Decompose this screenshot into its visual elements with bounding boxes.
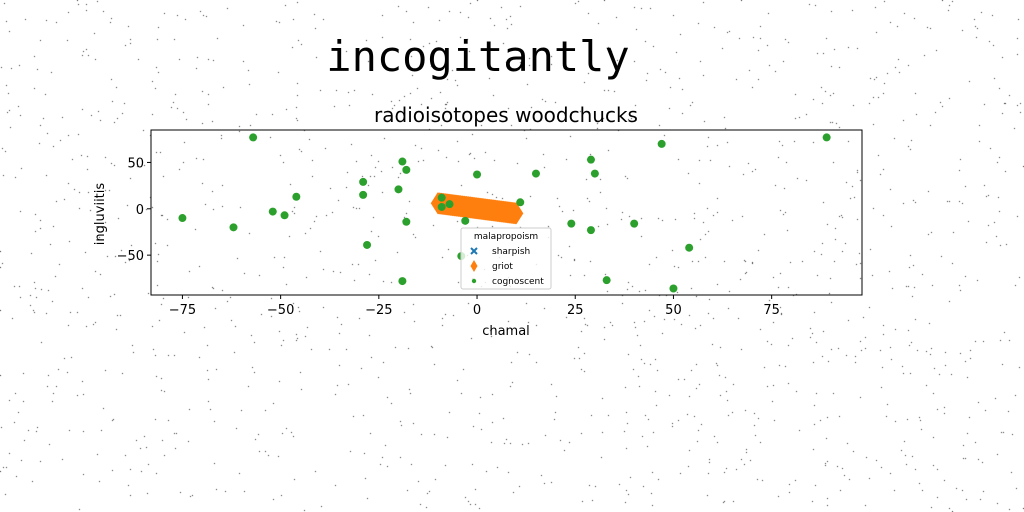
x-tick-label: −50 (267, 303, 294, 318)
x-tick-label: −25 (365, 303, 392, 318)
cognoscent-point (445, 200, 454, 209)
cognoscent-point (567, 219, 576, 228)
x-marker-icon (470, 247, 478, 255)
cognoscent-point (359, 177, 368, 186)
diamond-marker-icon (470, 260, 478, 272)
plot-frame (150, 129, 863, 296)
cognoscent-point (249, 133, 258, 142)
chart-title: radioisotopes woodchucks (374, 103, 638, 127)
cognoscent-point (229, 223, 238, 232)
legend-title: malapropoism (474, 232, 538, 242)
cognoscent-point (669, 284, 678, 293)
legend-entry-sharpish: sharpish (470, 247, 530, 257)
cognoscent-point (398, 157, 407, 166)
cognoscent-point (602, 276, 611, 285)
x-tick-label: 0 (473, 303, 481, 318)
griot-point (509, 202, 524, 225)
cognoscent-point (630, 219, 639, 228)
cognoscent-point (268, 207, 277, 216)
cognoscent-point (657, 139, 666, 148)
cognoscent-point (280, 211, 289, 220)
circle-marker-icon (471, 278, 477, 284)
legend-box (460, 227, 552, 290)
cognoscent-point (516, 198, 525, 207)
legend: malapropoism sharpish griot cognoscent (460, 227, 552, 290)
cognoscent-point (531, 169, 540, 178)
cognoscent-point (822, 133, 831, 142)
cognoscent-point (394, 185, 403, 194)
x-tick-label: 50 (665, 303, 682, 318)
cognoscent-point (461, 216, 470, 225)
cognoscent-point (402, 165, 411, 174)
y-axis-ticks: −50 0 50 (117, 156, 151, 264)
y-tick-label: 50 (127, 156, 144, 171)
legend-entry-cognoscent: cognoscent (471, 277, 544, 287)
legend-entry-griot: griot (470, 260, 513, 272)
y-tick-label: 0 (136, 203, 144, 218)
legend-label: sharpish (492, 247, 530, 257)
cognoscent-point (590, 169, 599, 178)
cognoscent-point (473, 170, 482, 179)
series-layer (178, 133, 831, 293)
x-tick-label: 25 (567, 303, 584, 318)
x-axis-ticks: −75 −50 −25 0 25 50 75 (169, 295, 780, 318)
cognoscent-point (398, 277, 407, 286)
x-tick-label: −75 (169, 303, 196, 318)
cognoscent-point (402, 217, 411, 226)
cognoscent-point (363, 240, 372, 249)
x-tick-label: 75 (763, 303, 780, 318)
y-axis-label: ingluviitis (93, 183, 108, 246)
cognoscent-point (586, 155, 595, 164)
cognoscent-point (359, 190, 368, 199)
legend-label: cognoscent (492, 277, 544, 287)
cognoscent-point (437, 202, 446, 211)
cognoscent-point (292, 192, 301, 201)
figure-suptitle: incogitantly (326, 32, 630, 81)
cognoscent-point (685, 243, 694, 252)
cognoscent-point (586, 226, 595, 235)
cognoscent-point (178, 214, 187, 223)
y-tick-label: −50 (117, 249, 144, 264)
cognoscent-point (437, 193, 446, 202)
legend-label: griot (492, 262, 513, 272)
x-axis-label: chamal (482, 324, 530, 339)
